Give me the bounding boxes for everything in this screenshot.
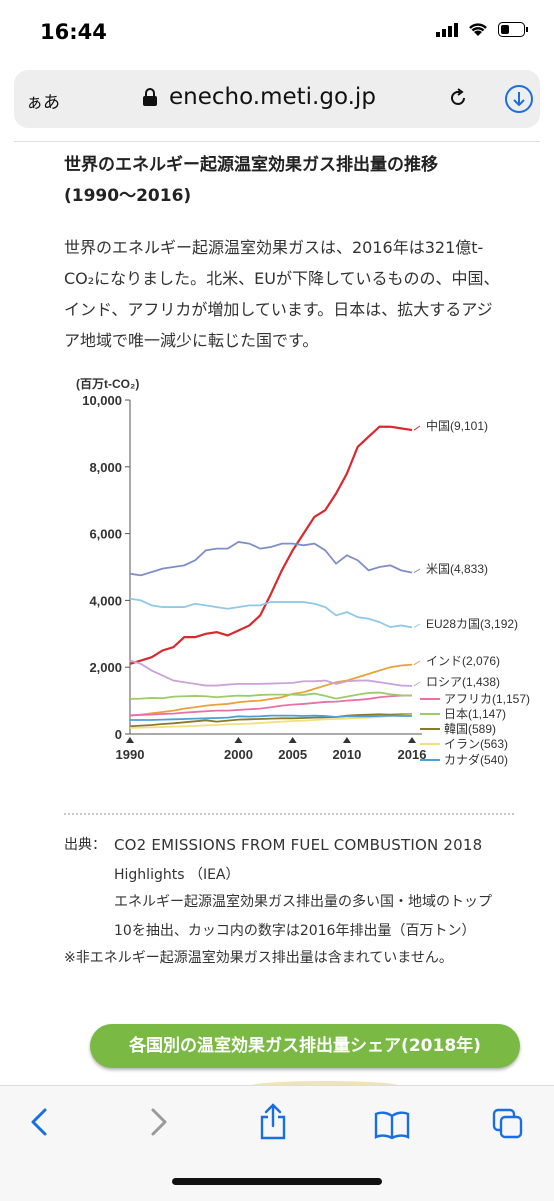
x-tick-marker	[126, 737, 134, 743]
y-axis-label: (百万t-CO₂)	[76, 377, 139, 391]
divider	[14, 141, 540, 142]
source-line-3: エネルギー起源温室効果ガス排出量の多い国・地域のトップ	[114, 894, 492, 910]
status-icons	[436, 22, 528, 37]
y-tick-label: 6,000	[89, 527, 122, 542]
status-time: 16:44	[40, 20, 107, 44]
source-label: 出典：	[64, 837, 106, 853]
series-line	[130, 714, 412, 721]
url-domain[interactable]: enecho.meti.go.jp	[169, 84, 376, 110]
source-line-4: 10を抽出、カッコ内の数字は2016年排出量（百万トン）	[114, 923, 476, 939]
share-icon[interactable]	[258, 1102, 288, 1140]
x-tick-marker	[234, 737, 243, 743]
y-tick-label: 0	[115, 727, 122, 742]
legend-label: ロシア(1,438)	[426, 675, 500, 689]
x-tick-label: 2016	[398, 747, 427, 762]
legend-label: 韓国(589)	[444, 722, 496, 736]
source-line-1: CO2 EMISSIONS FROM FUEL COMBUSTION 2018	[114, 836, 483, 854]
source-line-2: Highlights （IEA）	[114, 867, 240, 883]
series-line	[129, 714, 413, 729]
article-heading: 世界のエネルギー起源温室効果ガス排出量の推移(1990〜2016)	[64, 155, 438, 206]
legend-connector	[413, 623, 421, 628]
emissions-chart: (百万t-CO₂) 10,000 8,000 6,000 4,000 2,000 0 1990…	[60, 370, 530, 780]
series-line	[129, 659, 413, 687]
article-body: 世界のエネルギー起源温室効果ガスは、2016年は321億t-CO₂になりました。…	[64, 238, 500, 350]
series-line	[129, 691, 413, 700]
y-tick-label: 4,000	[89, 593, 122, 608]
y-tick-label: 10,000	[82, 393, 122, 408]
legend-connector	[413, 681, 421, 687]
reload-icon[interactable]	[447, 87, 469, 109]
bookmarks-icon[interactable]	[374, 1110, 410, 1140]
address-bar[interactable]: ぁあ enecho.meti.go.jp	[14, 70, 540, 128]
tabs-icon[interactable]	[492, 1108, 524, 1140]
legend-connector	[413, 568, 421, 574]
legend-label: カナダ(540)	[444, 752, 508, 767]
legend-label: 中国(9,101)	[426, 418, 488, 433]
x-tick-label: 2005	[278, 747, 307, 762]
legend-label: アフリカ(1,157)	[444, 692, 530, 706]
legend-label: 米国(4,833)	[426, 562, 488, 576]
battery-icon	[498, 22, 528, 37]
series-line	[129, 425, 413, 665]
series-line	[129, 713, 413, 728]
back-icon[interactable]	[28, 1106, 52, 1138]
y-tick-label: 2,000	[89, 660, 122, 675]
legend-label: イラン(563)	[444, 737, 508, 751]
dotted-divider	[64, 813, 514, 815]
x-tick-label: 2000	[224, 747, 253, 762]
series-line	[129, 663, 413, 717]
section-heading-pill: 各国別の温室効果ガス排出量シェア(2018年)	[90, 1024, 520, 1068]
legend-connector	[413, 425, 421, 431]
lock-icon	[143, 88, 157, 106]
x-tick-marker	[288, 737, 297, 743]
x-tick-label: 2010	[332, 747, 361, 762]
source-note: ※非エネルギー起源温室効果ガス排出量は含まれていません。	[64, 950, 453, 966]
series-line	[129, 694, 413, 717]
x-tick-label: 1990	[116, 747, 145, 762]
signal-icon	[436, 22, 458, 37]
series-line	[129, 541, 413, 577]
wifi-icon	[469, 23, 487, 36]
status-bar: 16:44	[0, 0, 554, 66]
legend-connector	[413, 660, 421, 666]
chart-svg: (百万t-CO₂) 10,000 8,000 6,000 4,000 2,000 0 1990…	[76, 377, 530, 767]
series-line	[129, 597, 413, 629]
y-tick-label: 8,000	[89, 460, 122, 475]
legend-label: EU28カ国(3,192)	[426, 617, 518, 631]
legend-label: 日本(1,147)	[444, 707, 506, 721]
download-icon[interactable]	[504, 84, 534, 114]
x-tick-marker	[408, 737, 416, 743]
x-tick-marker	[342, 737, 351, 743]
forward-icon[interactable]	[146, 1106, 170, 1138]
legend-label: インド(2,076)	[426, 654, 500, 668]
home-indicator	[172, 1178, 382, 1185]
page-settings-button[interactable]: ぁあ	[26, 93, 60, 113]
